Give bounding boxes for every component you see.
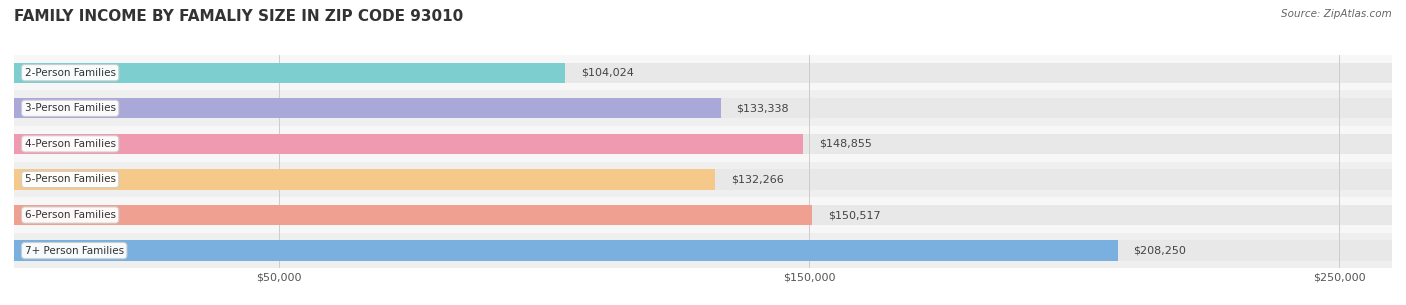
Text: $104,024: $104,024 [581, 68, 634, 78]
Text: Source: ZipAtlas.com: Source: ZipAtlas.com [1281, 9, 1392, 19]
Bar [14, 240, 1392, 261]
Bar [14, 91, 1392, 126]
Text: $132,266: $132,266 [731, 174, 783, 185]
Bar [14, 205, 1392, 225]
Bar [14, 126, 1392, 162]
Bar [14, 63, 565, 83]
Bar [14, 134, 1392, 154]
Bar [14, 169, 716, 190]
Bar [14, 197, 1392, 233]
Text: 4-Person Families: 4-Person Families [25, 139, 115, 149]
Text: 5-Person Families: 5-Person Families [25, 174, 115, 185]
Bar [14, 98, 1392, 118]
Text: 3-Person Families: 3-Person Families [25, 103, 115, 113]
Text: FAMILY INCOME BY FAMALIY SIZE IN ZIP CODE 93010: FAMILY INCOME BY FAMALIY SIZE IN ZIP COD… [14, 9, 464, 24]
Text: $148,855: $148,855 [818, 139, 872, 149]
Bar [14, 98, 721, 118]
Text: 2-Person Families: 2-Person Families [25, 68, 115, 78]
Bar [14, 63, 1392, 83]
Text: $133,338: $133,338 [737, 103, 789, 113]
Bar [14, 55, 1392, 91]
Bar [14, 233, 1392, 268]
Bar [14, 169, 1392, 190]
Bar [14, 162, 1392, 197]
Bar [14, 205, 811, 225]
Text: $208,250: $208,250 [1133, 246, 1187, 256]
Bar [14, 134, 803, 154]
Bar [14, 240, 1118, 261]
Text: $150,517: $150,517 [828, 210, 880, 220]
Text: 7+ Person Families: 7+ Person Families [25, 246, 124, 256]
Text: 6-Person Families: 6-Person Families [25, 210, 115, 220]
